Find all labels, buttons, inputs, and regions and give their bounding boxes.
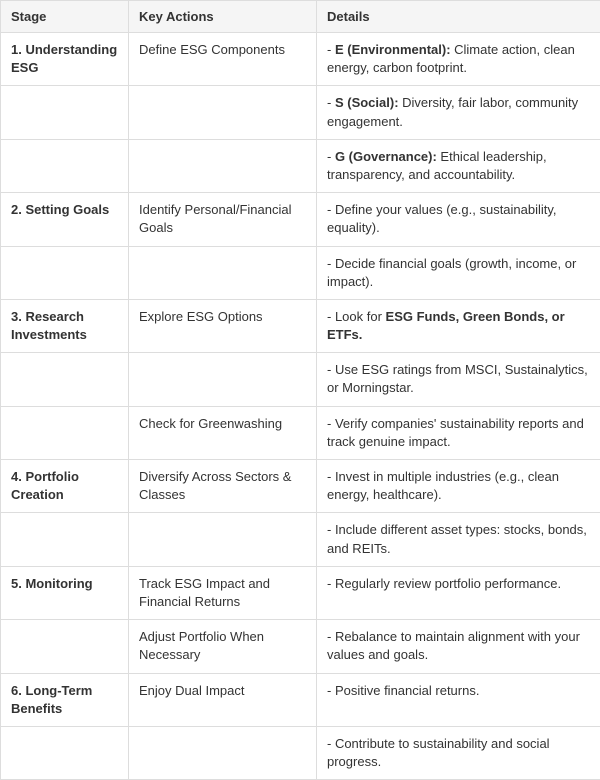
table-row: - Decide financial goals (growth, income… — [1, 246, 600, 299]
header-key-actions: Key Actions — [129, 1, 317, 33]
cell-stage: 4. Portfolio Creation — [1, 460, 129, 513]
cell-stage — [1, 620, 129, 673]
table-row: Adjust Portfolio When Necessary- Rebalan… — [1, 620, 600, 673]
cell-key-actions: Enjoy Dual Impact — [129, 673, 317, 726]
cell-key-actions — [129, 353, 317, 406]
table-row: Check for Greenwashing- Verify companies… — [1, 406, 600, 459]
cell-key-actions — [129, 513, 317, 566]
cell-key-actions: Diversify Across Sectors & Classes — [129, 460, 317, 513]
cell-key-actions — [129, 139, 317, 192]
table-row: - Use ESG ratings from MSCI, Sustainalyt… — [1, 353, 600, 406]
table-header-row: Stage Key Actions Details — [1, 1, 600, 33]
cell-details: - Decide financial goals (growth, income… — [317, 246, 600, 299]
cell-stage — [1, 86, 129, 139]
cell-details: - Invest in multiple industries (e.g., c… — [317, 460, 600, 513]
cell-details: - Verify companies' sustainability repor… — [317, 406, 600, 459]
cell-key-actions: Adjust Portfolio When Necessary — [129, 620, 317, 673]
cell-stage: 1. Understanding ESG — [1, 33, 129, 86]
table-row: 4. Portfolio CreationDiversify Across Se… — [1, 460, 600, 513]
table-row: 1. Understanding ESGDefine ESG Component… — [1, 33, 600, 86]
cell-details: - G (Governance): Ethical leadership, tr… — [317, 139, 600, 192]
cell-stage — [1, 513, 129, 566]
cell-stage — [1, 353, 129, 406]
cell-stage — [1, 139, 129, 192]
cell-details: - Define your values (e.g., sustainabili… — [317, 193, 600, 246]
cell-key-actions: Check for Greenwashing — [129, 406, 317, 459]
cell-stage — [1, 726, 129, 779]
cell-key-actions — [129, 86, 317, 139]
cell-details: - Include different asset types: stocks,… — [317, 513, 600, 566]
cell-stage: 6. Long-Term Benefits — [1, 673, 129, 726]
cell-stage — [1, 406, 129, 459]
header-details: Details — [317, 1, 600, 33]
cell-details: - S (Social): Diversity, fair labor, com… — [317, 86, 600, 139]
table-row: 6. Long-Term BenefitsEnjoy Dual Impact- … — [1, 673, 600, 726]
cell-stage: 2. Setting Goals — [1, 193, 129, 246]
cell-details: - Regularly review portfolio performance… — [317, 566, 600, 619]
cell-key-actions: Track ESG Impact and Financial Returns — [129, 566, 317, 619]
cell-details: - Rebalance to maintain alignment with y… — [317, 620, 600, 673]
table-body: 1. Understanding ESGDefine ESG Component… — [1, 33, 600, 780]
table-row: - Include different asset types: stocks,… — [1, 513, 600, 566]
cell-key-actions — [129, 246, 317, 299]
table-row: 5. MonitoringTrack ESG Impact and Financ… — [1, 566, 600, 619]
cell-stage: 5. Monitoring — [1, 566, 129, 619]
cell-stage — [1, 246, 129, 299]
table-row: 2. Setting GoalsIdentify Personal/Financ… — [1, 193, 600, 246]
table-row: - S (Social): Diversity, fair labor, com… — [1, 86, 600, 139]
cell-details: - Use ESG ratings from MSCI, Sustainalyt… — [317, 353, 600, 406]
cell-details: - Contribute to sustainability and socia… — [317, 726, 600, 779]
cell-details: - Positive financial returns. — [317, 673, 600, 726]
table-row: - Contribute to sustainability and socia… — [1, 726, 600, 779]
cell-key-actions: Define ESG Components — [129, 33, 317, 86]
table-row: - G (Governance): Ethical leadership, tr… — [1, 139, 600, 192]
cell-details: - Look for ESG Funds, Green Bonds, or ET… — [317, 299, 600, 352]
table-row: 3. Research InvestmentsExplore ESG Optio… — [1, 299, 600, 352]
cell-details: - E (Environmental): Climate action, cle… — [317, 33, 600, 86]
cell-key-actions: Identify Personal/Financial Goals — [129, 193, 317, 246]
cell-key-actions: Explore ESG Options — [129, 299, 317, 352]
header-stage: Stage — [1, 1, 129, 33]
cell-stage: 3. Research Investments — [1, 299, 129, 352]
cell-key-actions — [129, 726, 317, 779]
esg-table: Stage Key Actions Details 1. Understandi… — [0, 0, 600, 780]
